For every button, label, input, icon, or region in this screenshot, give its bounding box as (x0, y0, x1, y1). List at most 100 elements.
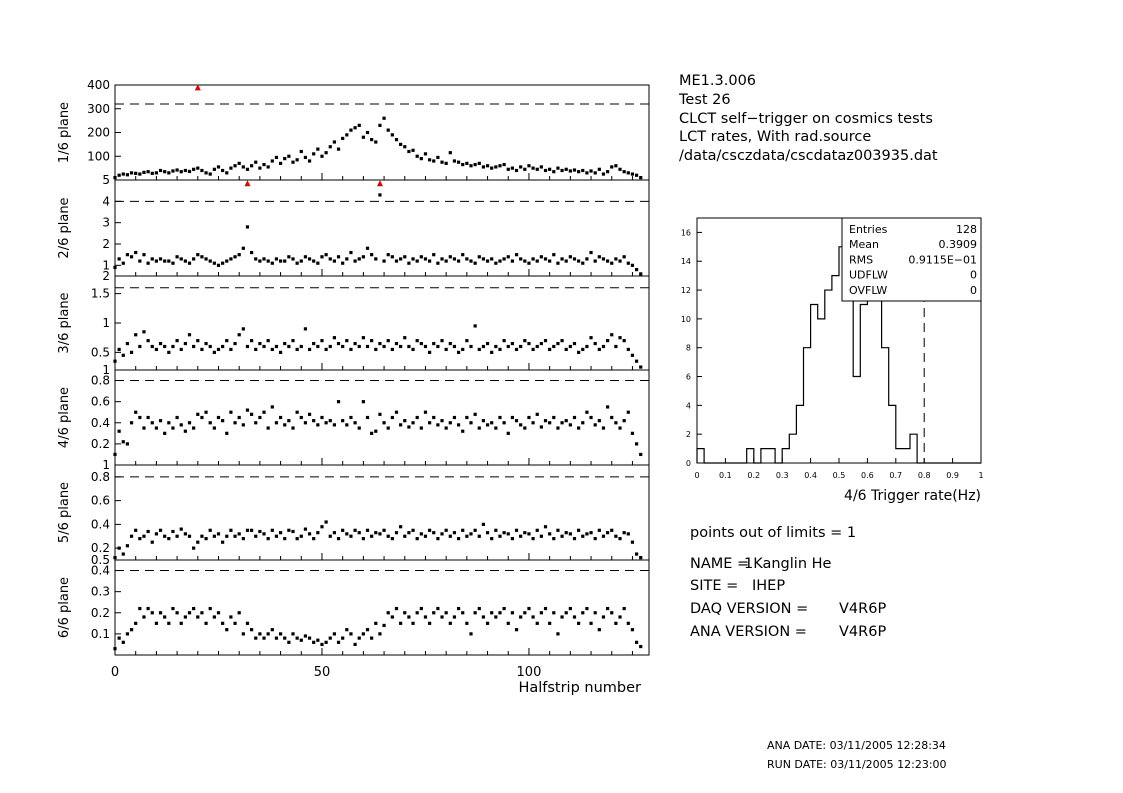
data-point (262, 162, 266, 167)
data-point (353, 421, 357, 425)
data-point (117, 636, 121, 640)
data-point (370, 339, 374, 343)
data-point (167, 171, 171, 175)
data-point (312, 537, 316, 541)
hist-x-tick-label: 0.6 (861, 471, 874, 480)
data-point (192, 546, 196, 550)
data-point (278, 161, 283, 165)
data-point (597, 347, 601, 352)
data-point (601, 426, 606, 430)
y-tick-label: 1.5 (91, 287, 110, 301)
data-point (568, 532, 572, 536)
x-tick-label: 100 (517, 665, 542, 680)
data-point (349, 128, 353, 132)
data-point (585, 344, 589, 349)
data-point (531, 257, 535, 261)
data-point (274, 421, 279, 425)
data-point (527, 532, 531, 536)
y-tick-label: 400 (87, 78, 110, 92)
data-point (477, 255, 481, 259)
data-point (403, 419, 407, 423)
data-point (295, 537, 299, 541)
data-point (456, 160, 461, 164)
y-tick-label: 0.6 (91, 395, 110, 409)
data-point (175, 168, 179, 172)
data-point (307, 347, 312, 352)
y-bottom-label: 5 (102, 173, 110, 187)
data-point (262, 344, 266, 349)
data-point (357, 123, 361, 127)
hist-x-tick-label: 0.1 (719, 471, 732, 480)
data-point (129, 421, 134, 425)
data-point (250, 339, 254, 343)
data-point (461, 429, 465, 433)
data-point (171, 426, 175, 430)
data-point (519, 344, 523, 349)
data-point (320, 255, 324, 259)
data-point (548, 532, 552, 536)
data-point (606, 170, 610, 174)
data-point (117, 546, 121, 550)
data-point (146, 606, 150, 611)
data-point (618, 537, 622, 541)
data-point (452, 344, 457, 349)
data-point (142, 534, 146, 538)
y-tick-label: 0.6 (91, 494, 110, 508)
data-point (204, 537, 208, 541)
data-point (428, 259, 432, 263)
data-point (552, 170, 556, 174)
data-point (490, 537, 494, 541)
x-axis-title: Halfstrip number (518, 680, 641, 696)
stats-value: 0 (970, 284, 977, 297)
data-point (299, 259, 303, 263)
data-point (345, 628, 349, 632)
data-point (593, 341, 597, 346)
name-row: NAME = 1Kanglin He (690, 556, 831, 572)
hist-x-tick-label: 0.7 (889, 471, 902, 480)
data-point (432, 415, 436, 420)
data-point (419, 606, 423, 611)
data-point (254, 160, 258, 164)
data-point (535, 528, 539, 532)
hist-y-tick-label: 8 (686, 344, 691, 353)
data-point (556, 528, 560, 532)
data-point (568, 169, 572, 173)
data-point (465, 415, 469, 420)
data-point (481, 344, 486, 349)
data-point (245, 528, 250, 532)
data-point (229, 615, 233, 619)
data-point (403, 611, 407, 615)
data-point (341, 344, 345, 349)
data-point (237, 611, 241, 615)
data-point (548, 259, 552, 263)
data-point (577, 528, 581, 532)
ana-version-value: V4R6P (839, 624, 887, 640)
data-point (179, 347, 183, 352)
data-point (258, 632, 262, 636)
data-point (187, 534, 192, 538)
data-point (171, 606, 175, 611)
data-point (386, 339, 390, 343)
data-point (419, 157, 423, 161)
data-point (216, 263, 221, 267)
data-point (299, 149, 303, 154)
data-point (328, 344, 332, 349)
hist-y-tick-label: 16 (681, 228, 691, 237)
data-point (303, 634, 308, 638)
data-point (270, 261, 274, 265)
name-value: 1Kanglin He (744, 556, 832, 572)
data-point (610, 261, 614, 265)
data-point (245, 167, 250, 171)
data-point (448, 621, 452, 625)
data-point (626, 171, 630, 175)
data-point (419, 341, 423, 346)
y-tick-label: 0.2 (91, 437, 110, 451)
data-point (473, 324, 477, 328)
data-point (204, 257, 208, 261)
stats-value: 0.3909 (939, 238, 978, 251)
data-point (287, 640, 291, 644)
data-point (138, 172, 142, 176)
data-point (312, 341, 316, 346)
data-point (419, 426, 423, 430)
data-point (394, 606, 399, 611)
